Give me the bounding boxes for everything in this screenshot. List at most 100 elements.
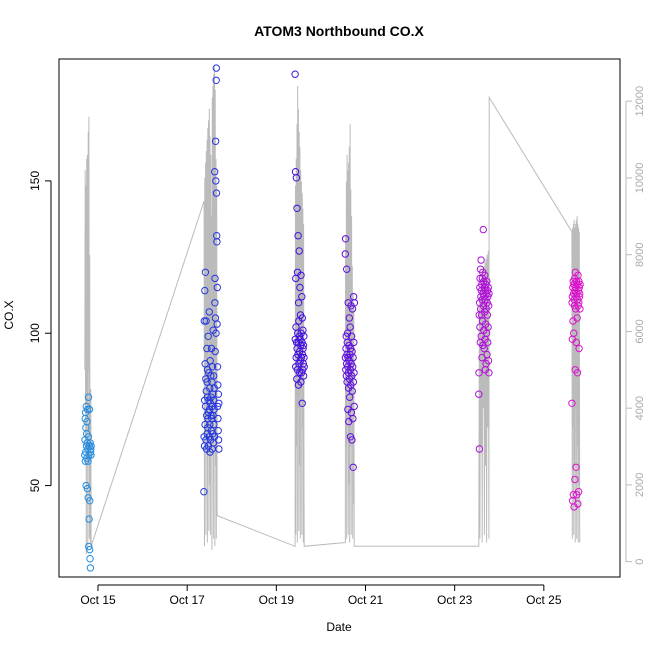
data-point: [485, 289, 493, 298]
data-point: [475, 369, 483, 377]
data-point: [573, 314, 581, 322]
data-point: [203, 378, 211, 386]
secondary-y-tick-label: 4000: [634, 396, 646, 420]
x-tick-label: Oct 23: [437, 593, 473, 607]
data-point: [576, 280, 584, 289]
data-point: [574, 488, 583, 496]
data-point: [210, 372, 218, 380]
data-point: [571, 475, 579, 484]
chart-title: ATOM3 Northbound CO.X: [254, 23, 424, 39]
data-point: [83, 405, 92, 414]
secondary-y-tick-label: 10000: [634, 163, 646, 194]
data-point: [207, 411, 215, 420]
data-point: [201, 286, 209, 295]
data-point: [291, 70, 299, 78]
data-point: [87, 442, 95, 450]
data-point: [202, 317, 210, 325]
secondary-y-tick-label: 2000: [634, 473, 646, 497]
axes: 50 100 150 0 2000 4000 6000 8000 10000 12000 Oct 1…: [28, 86, 646, 607]
data-point: [204, 332, 212, 340]
data-point: [211, 347, 219, 356]
data-point: [294, 232, 302, 240]
data-point: [211, 168, 219, 176]
data-point: [485, 302, 493, 310]
data-point: [296, 283, 304, 292]
data-point: [215, 399, 223, 407]
data-point: [295, 247, 303, 255]
data-point: [215, 445, 223, 453]
secondary-y-tick-label: 0: [634, 559, 646, 565]
y-tick-label: 150: [28, 171, 42, 191]
data-point: [299, 372, 308, 380]
data-point: [211, 299, 219, 307]
data-point: [298, 314, 306, 322]
data-point: [214, 436, 223, 444]
data-point: [212, 64, 221, 72]
data-point: [350, 402, 358, 411]
data-point: [484, 357, 493, 365]
data-point: [214, 381, 222, 389]
data-point: [214, 390, 223, 398]
data-point: [300, 353, 308, 362]
data-point: [345, 314, 353, 322]
data-point: [349, 378, 358, 386]
data-point: [210, 420, 218, 429]
data-point: [213, 238, 221, 246]
data-point: [293, 204, 301, 213]
data-point: [341, 250, 349, 258]
data-point: [350, 369, 358, 377]
data-point: [83, 484, 92, 493]
data-point: [86, 555, 94, 563]
data-point: [292, 174, 301, 182]
data-point: [298, 293, 306, 301]
data-point: [213, 283, 222, 292]
data-point: [299, 344, 307, 353]
data-point: [212, 329, 220, 337]
x-tick-label: Oct 19: [259, 593, 295, 607]
data-point: [349, 353, 357, 362]
data-point: [85, 405, 94, 414]
data-point: [213, 320, 221, 328]
x-tick-label: Oct 25: [526, 593, 562, 607]
data-point: [475, 390, 483, 398]
data-point: [573, 369, 582, 377]
data-point: [299, 341, 308, 350]
data-point: [213, 363, 222, 371]
data-point: [212, 177, 220, 185]
data-point: [346, 393, 354, 401]
data-point: [86, 497, 94, 505]
secondary-y-tick-label: 6000: [634, 319, 646, 343]
x-axis-label: Date: [326, 620, 352, 634]
secondary-series: [84, 66, 581, 555]
data-point: [572, 338, 580, 347]
data-point: [484, 323, 492, 331]
data-point: [300, 363, 308, 371]
data-point: [84, 393, 93, 401]
data-point: [568, 399, 576, 407]
x-tick-label: Oct 21: [348, 593, 384, 607]
data-point: [203, 344, 211, 353]
data-point: [86, 564, 95, 572]
data-point: [85, 515, 93, 523]
data-point: [483, 311, 492, 319]
data-point: [86, 545, 94, 554]
data-point: [205, 308, 214, 316]
data-point: [212, 189, 221, 197]
data-point: [87, 451, 95, 459]
x-tick-label: Oct 17: [169, 593, 205, 607]
data-point: [572, 463, 580, 471]
x-tick-label: Oct 15: [80, 593, 116, 607]
data-point: [348, 387, 356, 395]
data-point: [208, 363, 217, 371]
data-point: [341, 235, 350, 243]
secondary-y-tick-label: 8000: [634, 242, 646, 266]
data-point: [477, 256, 485, 264]
data-point: [484, 293, 492, 301]
data-point: [212, 76, 220, 85]
data-point: [83, 417, 91, 426]
plot-frame: [58, 58, 621, 578]
data-point: [348, 436, 356, 444]
data-point: [484, 338, 492, 347]
